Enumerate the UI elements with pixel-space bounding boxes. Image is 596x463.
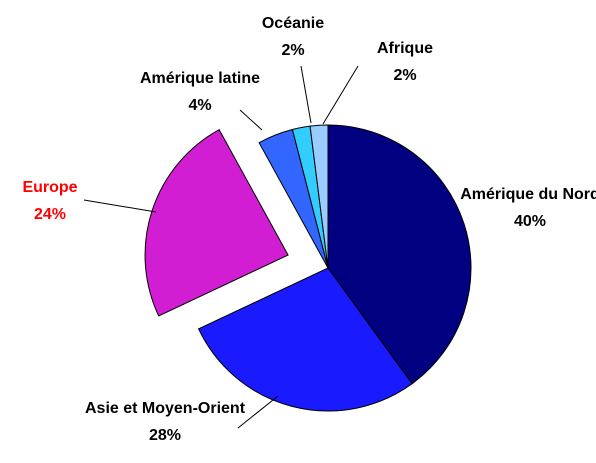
slice-label: Afrique 2% xyxy=(360,35,450,89)
pie-slice xyxy=(197,267,413,412)
slice-label: Amérique latine 4% xyxy=(115,65,285,119)
value-label: 40% xyxy=(513,213,547,230)
leader-line xyxy=(237,395,279,429)
value-label: 28% xyxy=(148,427,182,444)
leader-line xyxy=(83,199,157,213)
category-name: Amérique latine xyxy=(139,70,261,87)
leader-line xyxy=(300,65,312,124)
value-label: 2% xyxy=(281,42,305,59)
category-name: Asie et Moyen-Orient xyxy=(84,400,246,417)
slice-label: Europe 24% xyxy=(5,174,95,228)
category-name: Europe xyxy=(22,179,78,196)
leader-line xyxy=(322,65,359,125)
pie-slice xyxy=(309,124,329,269)
value-label: 2% xyxy=(393,67,417,84)
category-name: Océanie xyxy=(261,15,325,32)
category-name: Afrique xyxy=(377,40,433,57)
category-name: Amérique du Nord xyxy=(460,186,596,203)
pie-slice xyxy=(144,129,289,317)
slice-label: Asie et Moyen-Orient 28% xyxy=(80,395,250,449)
pie-slice xyxy=(327,124,472,385)
slice-label: Océanie 2% xyxy=(248,10,338,64)
leader-line xyxy=(239,109,263,131)
value-label: 4% xyxy=(188,97,212,114)
slice-label: Amérique du Nord 40% xyxy=(460,181,596,235)
value-label: 24% xyxy=(33,206,67,223)
